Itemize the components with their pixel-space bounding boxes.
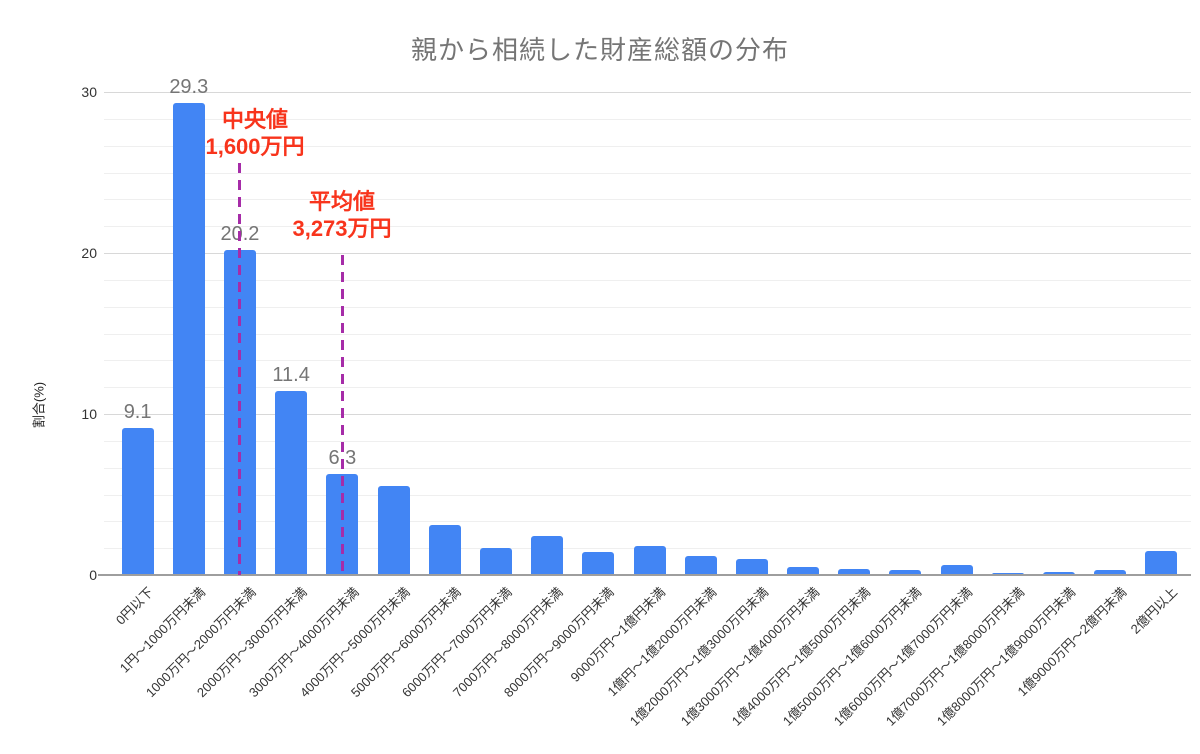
bar <box>531 536 564 575</box>
gridline-minor <box>104 199 1191 201</box>
y-axis-title: 割合(%) <box>31 381 47 429</box>
gridline-minor <box>104 467 1191 469</box>
gridline-minor <box>104 118 1191 120</box>
bar-value-label: 29.3 <box>169 76 209 99</box>
y-tick-label: 0 <box>89 567 97 583</box>
gridline-minor <box>104 440 1191 442</box>
bar <box>275 391 308 575</box>
median-line <box>238 163 242 575</box>
mean-annotation-label: 平均値 <box>308 189 375 214</box>
bar <box>172 103 205 575</box>
gridline-minor <box>104 172 1191 174</box>
bar-value-label: 11.4 <box>272 364 310 387</box>
gridline-minor <box>104 306 1191 308</box>
gridline-minor <box>104 494 1191 496</box>
y-tick-label: 10 <box>81 406 97 422</box>
bar <box>1043 571 1076 575</box>
median-annotation-value: 1,600万円 <box>205 134 305 159</box>
mean-annotation-value: 3,273万円 <box>292 216 392 241</box>
gridline-minor <box>104 226 1191 228</box>
gridline-minor <box>104 521 1191 523</box>
gridline-major <box>104 253 1191 254</box>
gridline-minor <box>104 145 1191 147</box>
bar <box>479 547 512 575</box>
bar <box>377 486 410 575</box>
bar <box>1094 570 1127 575</box>
gridline-minor <box>104 387 1191 389</box>
y-tick-label: 20 <box>81 245 97 261</box>
x-tick-label: 9000万円〜1億円未満 <box>567 584 669 685</box>
mean-annotation: 平均値 3,273万円 <box>232 188 452 242</box>
bar <box>787 566 820 575</box>
bar <box>889 570 922 575</box>
gridline-minor <box>104 279 1191 281</box>
x-axis-line <box>98 574 1191 576</box>
bar-value-label: 9.1 <box>123 401 152 424</box>
bar <box>633 546 666 575</box>
x-tick-label: 2億円以上 <box>1127 584 1181 637</box>
bar <box>838 568 871 575</box>
x-tick-label: 0円以下 <box>113 584 157 628</box>
bar <box>684 555 717 575</box>
bar <box>940 565 973 575</box>
mean-line <box>340 255 344 575</box>
bar <box>121 428 154 575</box>
gridline-minor <box>104 333 1191 335</box>
bar <box>1145 550 1178 575</box>
median-annotation: 中央値 1,600万円 <box>145 106 365 160</box>
bar <box>735 558 768 575</box>
bar <box>582 552 615 575</box>
x-tick-label: 1億9000万円〜2億円未満 <box>1014 584 1130 700</box>
y-tick-label: 30 <box>81 84 97 100</box>
gridline-minor <box>104 360 1191 362</box>
chart-title: 親から相続した財産総額の分布 <box>410 35 789 65</box>
gridline-major <box>104 414 1191 415</box>
gridline-major <box>104 92 1191 93</box>
median-annotation-label: 中央値 <box>221 107 288 132</box>
bar <box>428 525 461 575</box>
